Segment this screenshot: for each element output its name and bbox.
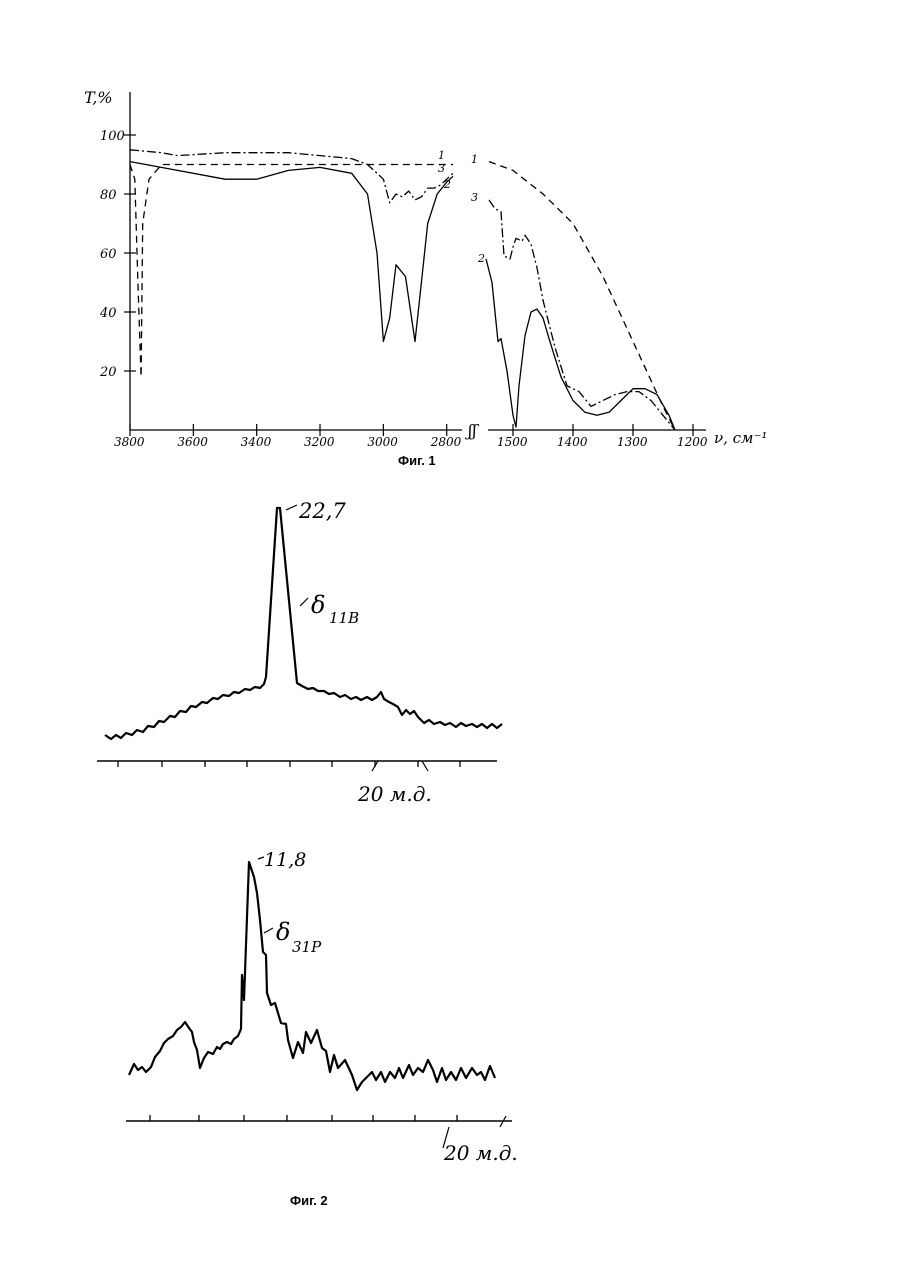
x-ticks: 3800 3600 3400 3200 3000 2800 1500 1400 1300 1200	[114, 424, 708, 449]
y-tick-label: 40	[99, 306, 117, 321]
nmr-31p-leaders	[258, 857, 506, 1148]
x-axis-label: ν, см⁻¹	[714, 429, 767, 447]
x-tick-label: 1300	[617, 435, 648, 449]
x-tick-label: 3200	[304, 435, 335, 449]
nmr-31p-trace	[129, 862, 495, 1090]
nmr-11b-peak-value: 22,7	[298, 499, 346, 523]
nmr-31p-axis-ticks	[150, 1115, 457, 1121]
curve-label-1-right: 1	[471, 153, 478, 166]
axis-break-mark: ʃʃ	[465, 421, 479, 440]
curve-labels: 1 3 2 1 3 2	[438, 149, 485, 265]
nmr-11b-axis-ticks	[118, 761, 460, 767]
y-axis-label: T,%	[84, 88, 113, 107]
y-tick-label: 100	[100, 129, 125, 144]
curve-label-3-left: 3	[438, 162, 445, 175]
nmr-11b-peak-label: δ	[311, 591, 325, 619]
curve-3-right	[489, 200, 675, 430]
nmr-11b-scale-label: 20 м.д.	[357, 782, 432, 806]
spectrum-curves	[130, 150, 675, 430]
nmr-31p-scale-label: 20 м.д.	[443, 1141, 518, 1165]
nmr-31p-spectrum: 11,8 δ 31P 20 м.д.	[126, 849, 518, 1165]
curve-3-left	[130, 150, 453, 203]
nmr-11b-leaders	[286, 505, 428, 771]
x-tick-label: 1200	[677, 435, 708, 449]
curve-label-2-left: 2	[443, 178, 451, 191]
figure-2-caption: Фиг. 2	[290, 1193, 328, 1208]
y-tick-label: 60	[100, 247, 117, 262]
nmr-11b-spectrum: 22,7 δ 11B 20 м.д.	[97, 499, 502, 806]
nmr-11b-peak-nucleus: 11B	[329, 609, 359, 627]
x-tick-label: 3600	[177, 435, 208, 449]
x-tick-label: 1400	[557, 435, 588, 449]
nmr-31p-peak-label: δ	[276, 918, 290, 946]
curve-2-right	[486, 259, 675, 430]
y-tick-label: 20	[99, 365, 117, 380]
x-tick-label: 2800	[430, 435, 462, 449]
nmr-11b-trace	[105, 508, 502, 739]
nmr-31p-peak-value: 11,8	[264, 849, 306, 871]
curve-label-3-right: 3	[471, 191, 478, 204]
ir-spectrum-figure: ʃʃ T,% ν, см⁻¹ 10080604020 3800360034003…	[84, 88, 767, 468]
y-tick-label: 80	[100, 188, 117, 203]
x-tick-label: 1500	[497, 435, 528, 449]
curve-label-2-right: 2	[477, 252, 485, 265]
curve-1-left	[130, 165, 453, 377]
curve-label-1-left: 1	[438, 149, 445, 162]
figure-1-caption: Фиг. 1	[398, 453, 436, 468]
nmr-31p-peak-nucleus: 31P	[292, 938, 322, 956]
curve-2-left	[130, 162, 453, 342]
x-tick-label: 3800	[114, 435, 145, 449]
x-tick-label: 3400	[241, 435, 272, 449]
x-tick-label: 3000	[367, 435, 398, 449]
